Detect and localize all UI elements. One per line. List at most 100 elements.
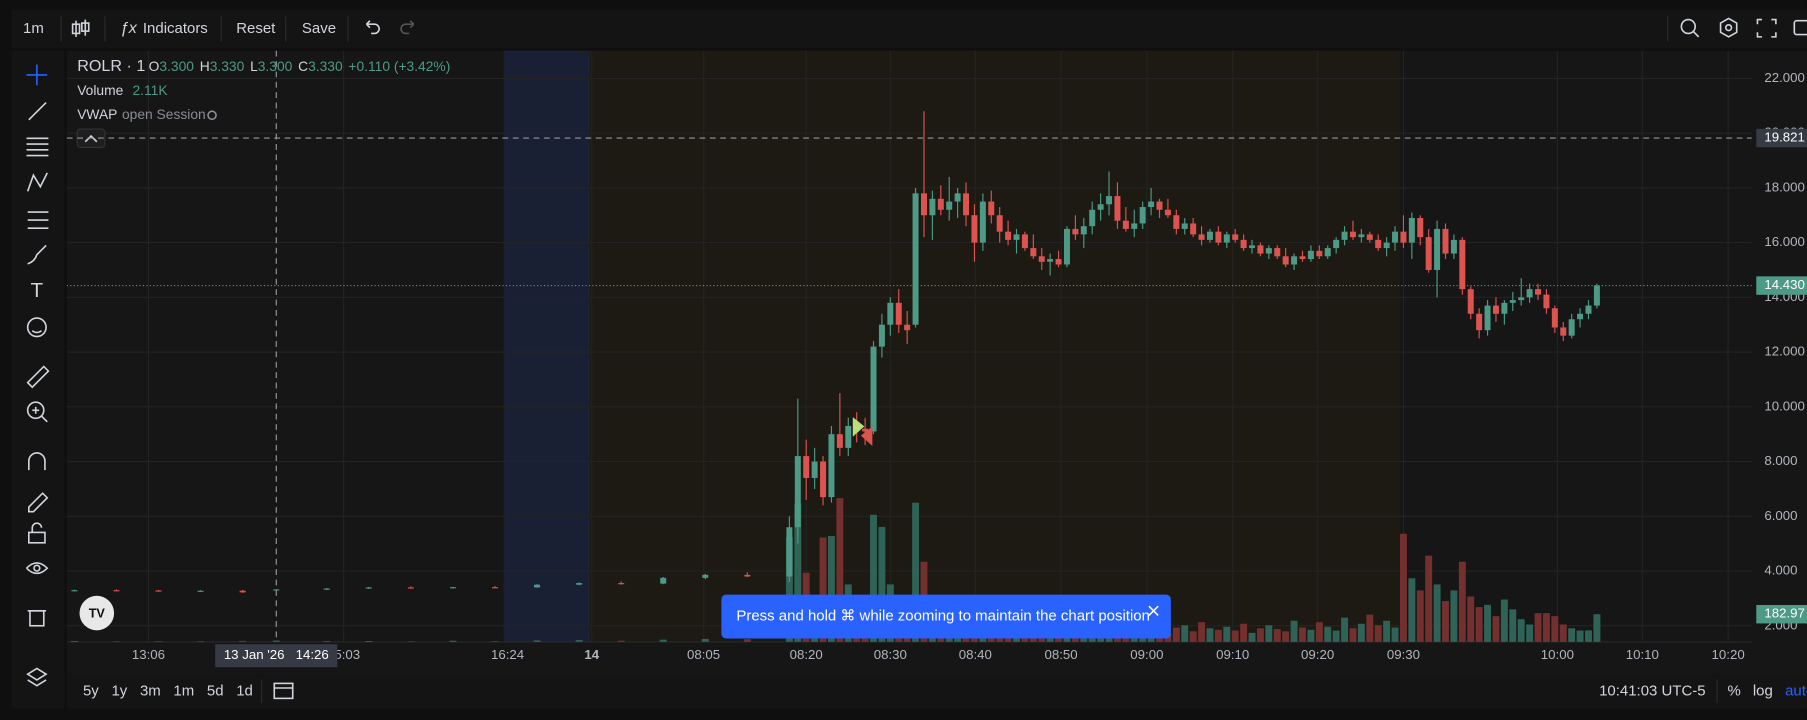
candle-body — [1005, 231, 1012, 240]
candle-body — [1392, 231, 1399, 243]
label: H — [200, 57, 210, 73]
range-button[interactable]: 1m — [173, 682, 194, 699]
chart-type-button[interactable] — [71, 19, 90, 37]
candle-body — [1366, 234, 1373, 240]
clock: 10:41:03 UTC-5 — [1599, 682, 1706, 699]
lock-tool[interactable] — [28, 522, 46, 544]
indicators-button[interactable]: Indicators — [143, 20, 208, 37]
fib-tool[interactable] — [26, 137, 49, 157]
magnet-tool[interactable] — [28, 452, 46, 471]
goto-date-button[interactable] — [273, 682, 294, 700]
y-tick-label: 6.000 — [1764, 508, 1797, 523]
volume-bar — [1383, 620, 1391, 642]
volume-bar — [365, 640, 373, 642]
candle-body — [895, 302, 902, 325]
volume-badge — [1756, 604, 1807, 624]
candle-body — [1055, 259, 1062, 265]
candle-body — [1358, 234, 1365, 238]
candle-body — [1400, 231, 1407, 243]
logo[interactable] — [79, 595, 115, 631]
volume-bar — [1568, 628, 1576, 642]
pattern-tool[interactable] — [26, 172, 48, 192]
volume-bar — [1231, 630, 1239, 642]
ruler-tool[interactable] — [26, 365, 50, 389]
candle-body — [155, 590, 162, 592]
y-tick-label: 22.000 — [1764, 70, 1805, 85]
volume-bar — [1223, 626, 1231, 642]
range-button[interactable]: 5d — [207, 682, 224, 699]
x-tick-label: 08:50 — [1045, 647, 1078, 662]
volume-bar — [870, 514, 877, 642]
volume-bar — [827, 535, 835, 642]
volume-bar — [449, 640, 457, 642]
undo-button[interactable] — [365, 20, 380, 35]
volume-bar — [659, 639, 667, 642]
candle-body — [1291, 256, 1298, 265]
reset-button[interactable]: Reset — [236, 20, 276, 37]
x-tick-label: 13:06 — [132, 647, 165, 662]
hide-tool[interactable] — [25, 562, 49, 575]
zoom-tool[interactable] — [26, 401, 48, 423]
candle-body — [996, 215, 1003, 232]
trend-line-tool[interactable] — [28, 101, 47, 121]
brush-tool[interactable] — [27, 244, 47, 265]
snapshot-button[interactable] — [1793, 19, 1807, 36]
volume-bar — [533, 640, 541, 642]
candle-body — [1131, 223, 1138, 229]
symbol[interactable]: ROLR · 1 — [77, 57, 145, 75]
candle-body — [878, 324, 885, 347]
candle-body — [1274, 248, 1281, 257]
object-tree-button[interactable] — [26, 667, 48, 687]
candle-body — [1223, 234, 1230, 243]
range-button[interactable]: 1y — [111, 682, 127, 699]
volume-bar — [1467, 596, 1475, 642]
text-tool-icon[interactable]: T — [31, 279, 44, 302]
candle-body — [820, 461, 827, 498]
candle-body — [1476, 313, 1483, 331]
vwap-legend[interactable]: VWAP open Session — [77, 106, 206, 122]
candle-body — [1577, 313, 1584, 320]
candle-body — [1450, 239, 1457, 254]
toast — [721, 594, 1171, 639]
range-button[interactable]: 1d — [236, 682, 253, 699]
delete-tool[interactable] — [27, 609, 47, 627]
percent-toggle[interactable]: % — [1727, 682, 1740, 699]
candle-body — [1047, 259, 1054, 262]
volume-bar — [1484, 604, 1492, 642]
candle-body — [1030, 248, 1037, 257]
fullscreen-button[interactable] — [1756, 18, 1777, 38]
search-button[interactable] — [1680, 18, 1700, 38]
range-button[interactable]: 5y — [83, 682, 99, 699]
redo-button[interactable] — [400, 20, 415, 35]
candle-body — [794, 456, 801, 528]
forecast-tool[interactable] — [27, 211, 49, 229]
candle-body — [1106, 196, 1113, 205]
x-tick-label: 08:20 — [790, 647, 823, 662]
volume-bar — [1442, 601, 1449, 642]
toast-close[interactable] — [1148, 605, 1159, 616]
volume-bar — [155, 641, 162, 642]
stay-drawing-tool[interactable] — [28, 492, 49, 513]
candle-body — [491, 587, 498, 589]
range-button[interactable]: 3m — [140, 682, 161, 699]
candle-body — [845, 425, 852, 448]
log-toggle[interactable]: log — [1753, 682, 1773, 699]
save-button[interactable]: Save — [302, 20, 336, 37]
volume-bar — [1492, 616, 1500, 642]
volume-legend[interactable]: Volume 2.11K — [77, 82, 168, 98]
crosshair-tool[interactable] — [26, 64, 48, 86]
label: L — [250, 57, 258, 73]
candle-body — [971, 215, 978, 243]
candle-body — [1568, 319, 1575, 336]
toast-text: Press and hold ⌘ while zooming to mainta… — [736, 607, 1150, 624]
volume-badge-label: 182.97 — [1764, 606, 1805, 621]
candle-body — [929, 198, 936, 216]
settings-button[interactable] — [1719, 17, 1738, 38]
emoji-tool[interactable] — [26, 317, 47, 338]
interval-button[interactable]: 1m — [23, 20, 44, 37]
collapse-icon — [84, 134, 98, 143]
candle-body — [1375, 239, 1382, 249]
auto-toggle[interactable]: auto — [1785, 682, 1807, 699]
label: O — [149, 57, 160, 73]
candle-body — [1324, 248, 1331, 257]
